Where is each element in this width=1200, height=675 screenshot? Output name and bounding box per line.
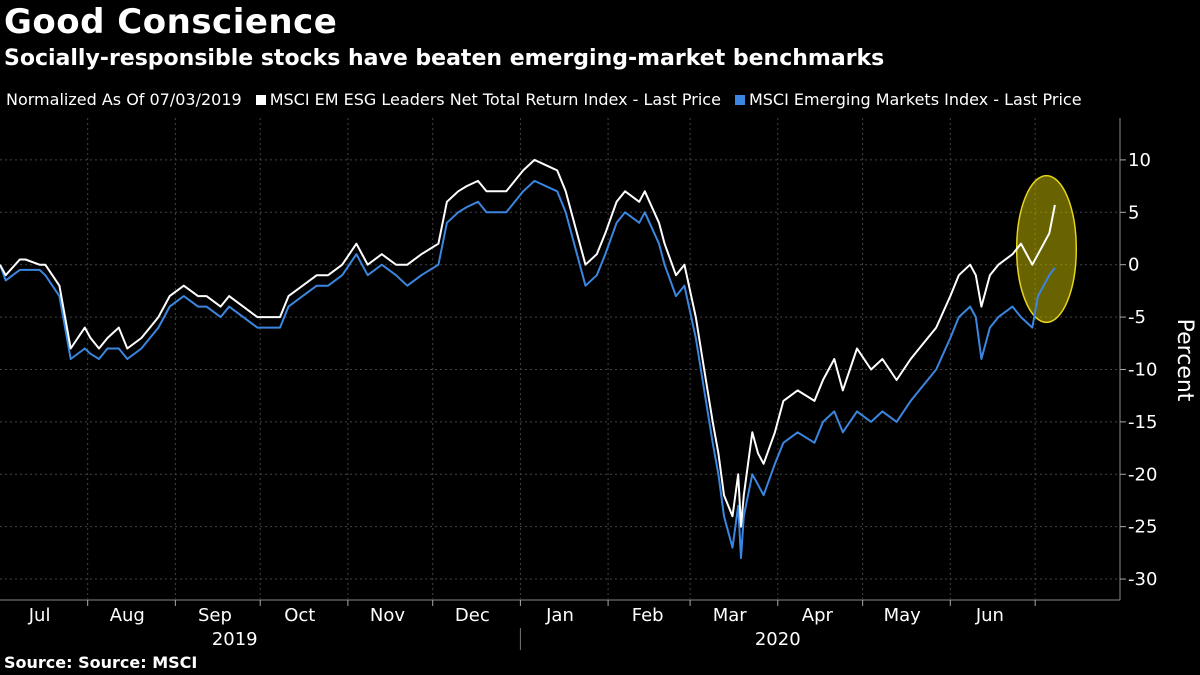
source-footer: Source: Source: MSCI — [4, 653, 198, 672]
y-tick-label: 10 — [1128, 150, 1151, 171]
y-axis-label: Percent — [1172, 319, 1197, 402]
legend-swatch-esg — [255, 94, 266, 105]
y-axis: 10 5 0 -5 -10 -15 -20 -25 -30 — [1120, 150, 1157, 590]
legend-swatch-em — [734, 94, 745, 105]
y-tick-label: -10 — [1128, 359, 1157, 380]
x-tick-label: Sep — [198, 605, 232, 626]
y-tick-label: -5 — [1128, 307, 1146, 328]
highlight-ellipse — [1015, 174, 1078, 324]
x-tick-label: Aug — [110, 605, 145, 626]
series-line-esg-leaders — [0, 158, 1056, 528]
x-axis: Jul Aug Sep Oct Nov Dec Jan Feb Mar Apr May Jun 2019… — [28, 600, 1036, 650]
x-tick-label: Jan — [545, 605, 574, 626]
legend-label-em: MSCI Emerging Markets Index - Last Price — [748, 90, 1082, 109]
legend: Normalized As Of 07/03/2019 MSCI EM ESG … — [6, 90, 1082, 109]
x-tick-label: Jun — [975, 605, 1004, 626]
x-tick-label: Feb — [632, 605, 664, 626]
grid — [0, 118, 1120, 600]
chart-subtitle: Socially-responsible stocks have beaten … — [4, 46, 885, 71]
x-tick-label: Jul — [28, 605, 51, 626]
x-year-label: 2020 — [755, 629, 801, 650]
y-tick-label: 5 — [1128, 202, 1139, 223]
x-tick-label: Oct — [284, 605, 315, 626]
legend-note: Normalized As Of 07/03/2019 — [6, 90, 242, 109]
legend-label-esg: MSCI EM ESG Leaders Net Total Return Ind… — [269, 90, 721, 109]
y-tick-label: -25 — [1128, 517, 1157, 538]
y-tick-label: 0 — [1128, 255, 1139, 276]
series-line-msci-em — [0, 179, 1056, 560]
x-tick-label: Apr — [802, 605, 834, 626]
x-year-label: 2019 — [212, 629, 258, 650]
chart-title: Good Conscience — [4, 2, 338, 42]
x-tick-label: Nov — [370, 605, 405, 626]
series-lines — [0, 158, 1056, 560]
x-tick-label: May — [884, 605, 922, 626]
y-tick-label: -20 — [1128, 464, 1157, 485]
x-tick-label: Mar — [713, 605, 748, 626]
x-tick-label: Dec — [455, 605, 490, 626]
highlight-ellipse-shape — [1015, 174, 1078, 324]
y-tick-label: -15 — [1128, 412, 1157, 433]
y-tick-label: -30 — [1128, 569, 1157, 590]
